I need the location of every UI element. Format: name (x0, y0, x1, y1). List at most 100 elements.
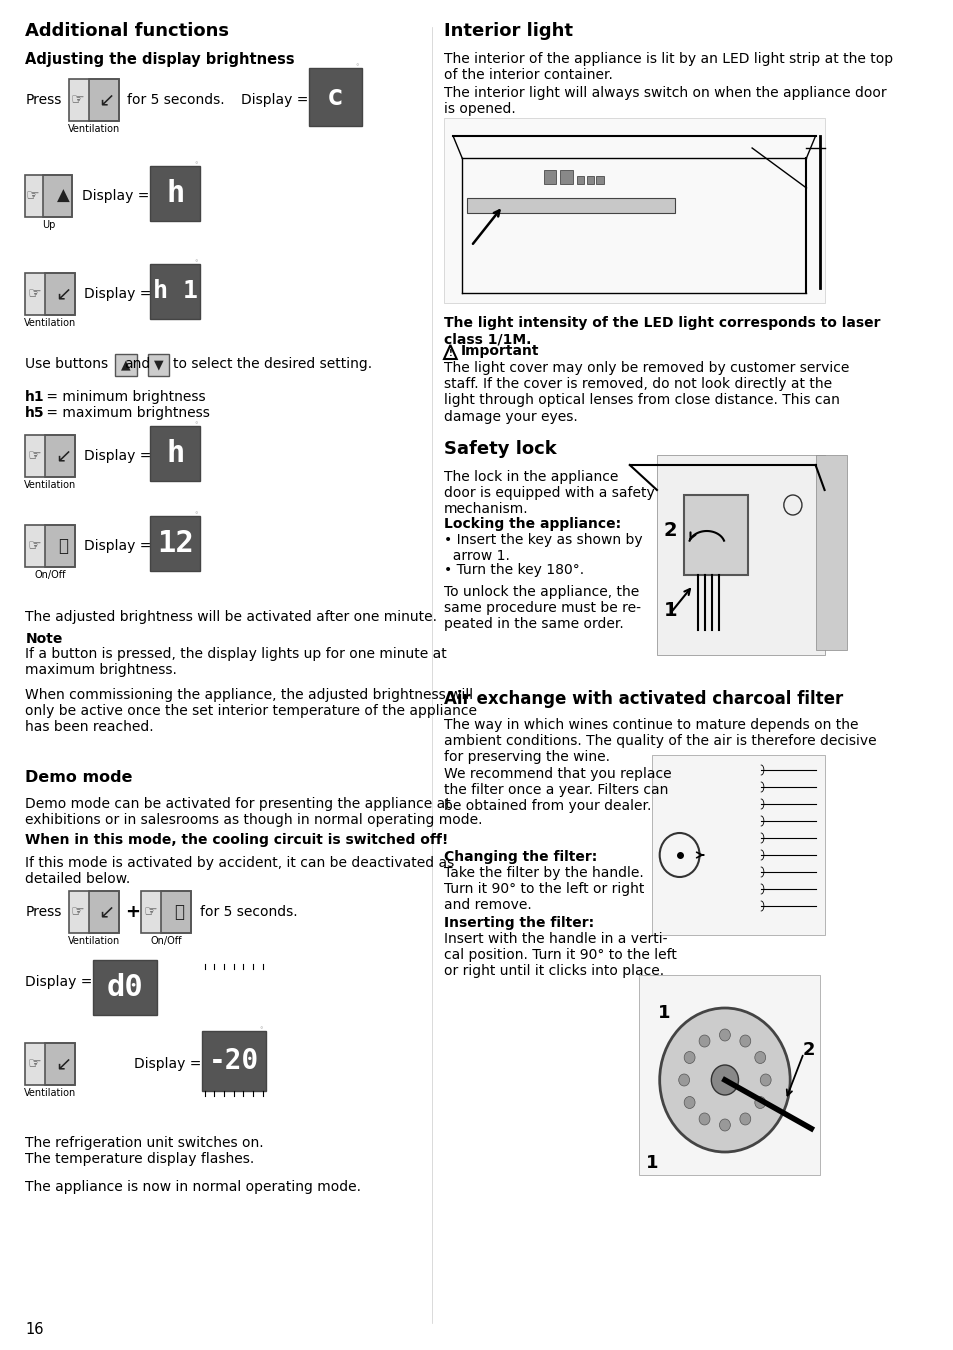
Text: On/Off: On/Off (151, 936, 182, 946)
Polygon shape (443, 346, 456, 359)
Circle shape (699, 1035, 709, 1048)
Text: Display =: Display = (81, 189, 149, 202)
Bar (26, 1044, 75, 1085)
Bar (45, 525, 75, 567)
Text: The adjusted brightness will be activated after one minute.: The adjusted brightness will be activate… (26, 610, 436, 624)
Text: = minimum brightness: = minimum brightness (42, 390, 205, 404)
Text: Demo mode can be activated for presenting the appliance at
exhibitions or in sal: Demo mode can be activated for presentin… (26, 796, 482, 828)
Text: Important: Important (460, 344, 538, 358)
Bar (309, 68, 361, 126)
Text: Air exchange with activated charcoal filter: Air exchange with activated charcoal fil… (443, 690, 842, 707)
Bar (559, 170, 572, 184)
Text: 1: 1 (663, 601, 677, 620)
Bar (26, 273, 75, 315)
Text: for 5 seconds.: for 5 seconds. (200, 904, 297, 919)
Bar (161, 891, 191, 933)
Text: 1: 1 (645, 1154, 658, 1172)
Bar (93, 960, 156, 1015)
Text: ▲: ▲ (121, 359, 131, 371)
Text: Ventilation: Ventilation (24, 319, 76, 328)
Text: ↙: ↙ (99, 90, 115, 109)
Text: to select the desired setting.: to select the desired setting. (172, 356, 372, 371)
Bar (45, 1044, 75, 1085)
Text: Demo mode: Demo mode (26, 769, 132, 784)
Text: and: and (125, 356, 151, 371)
Bar (26, 273, 52, 315)
Text: Display =: Display = (241, 93, 308, 107)
Bar (151, 516, 200, 571)
Bar (652, 755, 823, 936)
Text: Changing the filter:: Changing the filter: (443, 850, 597, 864)
Text: Display =: Display = (134, 1057, 201, 1071)
Text: °: ° (193, 512, 197, 518)
Text: ☞: ☞ (144, 904, 157, 919)
Bar (141, 891, 169, 933)
Bar (141, 891, 191, 933)
Text: If a button is pressed, the display lights up for one minute at
maximum brightne: If a button is pressed, the display ligh… (26, 647, 447, 678)
Text: °: ° (193, 423, 197, 428)
Text: h 1: h 1 (152, 279, 197, 304)
Circle shape (760, 1075, 770, 1085)
Text: °: ° (355, 63, 358, 70)
Text: The light cover may only be removed by customer service
staff. If the cover is r: The light cover may only be removed by c… (443, 360, 848, 424)
Text: -20: -20 (209, 1048, 258, 1075)
Bar (26, 176, 48, 217)
Text: The lock in the appliance
door is equipped with a safety
mechanism.: The lock in the appliance door is equipp… (443, 470, 654, 517)
Bar (815, 455, 846, 649)
Bar (596, 176, 603, 184)
Text: • Insert the key as shown by: • Insert the key as shown by (443, 533, 642, 547)
Bar (45, 273, 75, 315)
Text: Use buttons: Use buttons (26, 356, 109, 371)
Text: ☞: ☞ (71, 904, 85, 919)
Circle shape (683, 1052, 695, 1064)
Text: h: h (166, 180, 184, 208)
Text: Take the filter by the handle.
Turn it 90° to the left or right
and remove.: Take the filter by the handle. Turn it 9… (443, 865, 643, 913)
Text: When commissioning the appliance, the adjusted brightness will
only be active on: When commissioning the appliance, the ad… (26, 688, 476, 734)
Text: To unlock the appliance, the
same procedure must be re-
peated in the same order: To unlock the appliance, the same proced… (443, 585, 640, 632)
Circle shape (659, 1008, 789, 1152)
Text: On/Off: On/Off (34, 570, 66, 580)
Bar (26, 435, 52, 477)
Text: Ventilation: Ventilation (24, 481, 76, 490)
Text: 2: 2 (802, 1041, 815, 1058)
Text: The temperature display flashes.: The temperature display flashes. (26, 1152, 254, 1166)
Text: Additional functions: Additional functions (26, 22, 229, 40)
Bar (69, 80, 96, 122)
Text: ↙: ↙ (55, 447, 71, 466)
Bar (151, 265, 200, 319)
Bar (151, 166, 200, 221)
Circle shape (754, 1096, 765, 1108)
Text: We recommend that you replace
the filter once a year. Filters can
be obtained fr: We recommend that you replace the filter… (443, 767, 671, 814)
Text: ☞: ☞ (28, 1057, 41, 1072)
Text: Display =: Display = (84, 288, 152, 301)
Bar (69, 891, 118, 933)
Text: h5: h5 (26, 406, 45, 420)
Text: for 5 seconds.: for 5 seconds. (127, 93, 224, 107)
Text: ⏻: ⏻ (58, 537, 69, 555)
Bar (115, 354, 136, 377)
Text: ▼: ▼ (153, 359, 163, 371)
Text: The way in which wines continue to mature depends on the
ambient conditions. The: The way in which wines continue to matur… (443, 718, 876, 764)
Bar (69, 891, 96, 933)
Text: The interior of the appliance is lit by an LED light strip at the top
of the int: The interior of the appliance is lit by … (443, 53, 892, 82)
Bar (43, 176, 72, 217)
Bar (443, 117, 823, 302)
Circle shape (711, 1065, 738, 1095)
Text: h1: h1 (26, 390, 45, 404)
Circle shape (683, 1096, 695, 1108)
Text: 12: 12 (157, 529, 193, 558)
Text: Interior light: Interior light (443, 22, 573, 40)
Bar (639, 975, 820, 1174)
Text: Press: Press (26, 93, 62, 107)
Bar (69, 80, 118, 122)
Text: The interior light will always switch on when the appliance door
is opened.: The interior light will always switch on… (443, 86, 885, 116)
Text: ☞: ☞ (28, 539, 41, 553)
Bar (26, 435, 75, 477)
Text: ↙: ↙ (55, 285, 71, 304)
Circle shape (740, 1112, 750, 1125)
Bar (543, 170, 556, 184)
Text: Ventilation: Ventilation (68, 124, 120, 134)
Text: °: ° (193, 162, 197, 167)
Text: If this mode is activated by accident, it can be deactivated as
detailed below.: If this mode is activated by accident, i… (26, 856, 455, 886)
Bar (657, 455, 823, 655)
